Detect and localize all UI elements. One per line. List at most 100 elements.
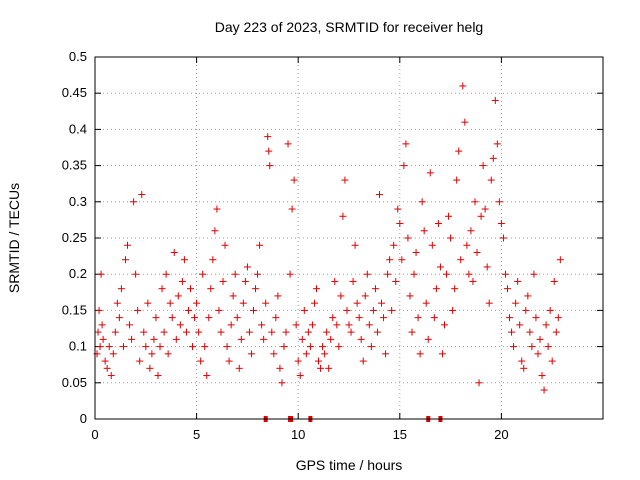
data-point — [542, 321, 550, 329]
data-point — [441, 321, 449, 329]
data-point — [247, 350, 255, 358]
data-point — [105, 343, 113, 351]
data-point — [262, 299, 270, 307]
data-point — [174, 292, 182, 300]
data-point — [540, 386, 548, 394]
data-point — [426, 169, 434, 177]
data-point — [315, 357, 323, 365]
y-tick-label: 0.45 — [62, 85, 87, 100]
data-point — [325, 364, 333, 372]
data-point — [396, 220, 404, 228]
data-point — [219, 277, 227, 285]
data-point — [256, 241, 264, 249]
data-point — [264, 133, 272, 141]
data-point — [445, 212, 453, 220]
data-point — [254, 270, 262, 278]
data-point — [260, 335, 268, 343]
data-point — [138, 191, 146, 199]
data-point — [199, 270, 207, 278]
data-point — [96, 343, 104, 351]
data-point — [520, 364, 528, 372]
data-point — [530, 270, 538, 278]
data-point — [237, 335, 245, 343]
data-point — [150, 335, 158, 343]
data-point — [493, 140, 501, 148]
y-tick-label: 0.05 — [62, 375, 87, 390]
y-axis-ticks: 0 0.05 0.1 0.15 0.2 0.25 0.3 0.35 0.4 0.45 0.5 — [62, 49, 603, 426]
data-point — [335, 343, 343, 351]
data-point — [357, 335, 365, 343]
data-point — [534, 350, 542, 358]
data-point — [121, 256, 129, 264]
data-point — [544, 343, 552, 351]
data-point — [172, 335, 180, 343]
data-point — [491, 96, 499, 104]
data-point — [189, 343, 197, 351]
data-point — [154, 372, 162, 380]
data-point — [292, 321, 300, 329]
data-point — [111, 328, 119, 336]
y-tick-label: 0.15 — [62, 302, 87, 317]
data-point — [526, 328, 534, 336]
data-point — [550, 277, 558, 285]
data-point — [514, 277, 522, 285]
data-point — [288, 205, 296, 213]
data-point — [160, 328, 168, 336]
x-tick-label: 20 — [494, 427, 508, 442]
data-point — [239, 299, 247, 307]
data-point — [506, 314, 514, 322]
data-point — [124, 241, 132, 249]
data-point — [420, 227, 428, 235]
data-point — [333, 321, 341, 329]
data-point — [98, 321, 106, 329]
data-point — [373, 328, 381, 336]
data-point — [378, 299, 386, 307]
data-point — [499, 234, 507, 242]
data-point — [331, 277, 339, 285]
data-point — [532, 314, 540, 322]
data-point — [233, 314, 241, 322]
data-point — [359, 357, 367, 365]
data-point — [479, 162, 487, 170]
y-tick-label: 0.25 — [62, 230, 87, 245]
data-point — [323, 328, 331, 336]
data-point — [371, 285, 379, 293]
data-point — [428, 241, 436, 249]
x-tick-label: 15 — [393, 427, 407, 442]
data-point — [481, 205, 489, 213]
data-point — [282, 328, 290, 336]
data-point — [117, 285, 125, 293]
data-point — [166, 299, 174, 307]
data-point — [375, 191, 383, 199]
data-point — [274, 292, 282, 300]
data-point — [144, 299, 152, 307]
data-point — [201, 343, 209, 351]
data-points — [93, 82, 564, 422]
data-point — [304, 328, 312, 336]
data-point — [546, 306, 554, 314]
data-point — [109, 350, 117, 358]
data-point — [187, 285, 195, 293]
data-point — [170, 248, 178, 256]
data-point — [451, 285, 459, 293]
data-point — [296, 372, 304, 380]
data-point — [300, 306, 308, 314]
data-point — [176, 321, 184, 329]
data-point — [146, 364, 154, 372]
y-tick-label: 0.35 — [62, 158, 87, 173]
data-point — [400, 162, 408, 170]
data-point — [386, 256, 394, 264]
data-point — [134, 306, 142, 314]
grid — [95, 57, 603, 419]
data-point — [184, 306, 192, 314]
data-point — [414, 314, 422, 322]
data-point — [497, 220, 505, 228]
data-point — [394, 205, 402, 213]
data-point — [341, 176, 349, 184]
data-point — [408, 328, 416, 336]
data-point — [182, 328, 190, 336]
data-point — [284, 140, 292, 148]
data-point — [353, 299, 361, 307]
data-point — [380, 314, 388, 322]
data-point — [268, 328, 276, 336]
